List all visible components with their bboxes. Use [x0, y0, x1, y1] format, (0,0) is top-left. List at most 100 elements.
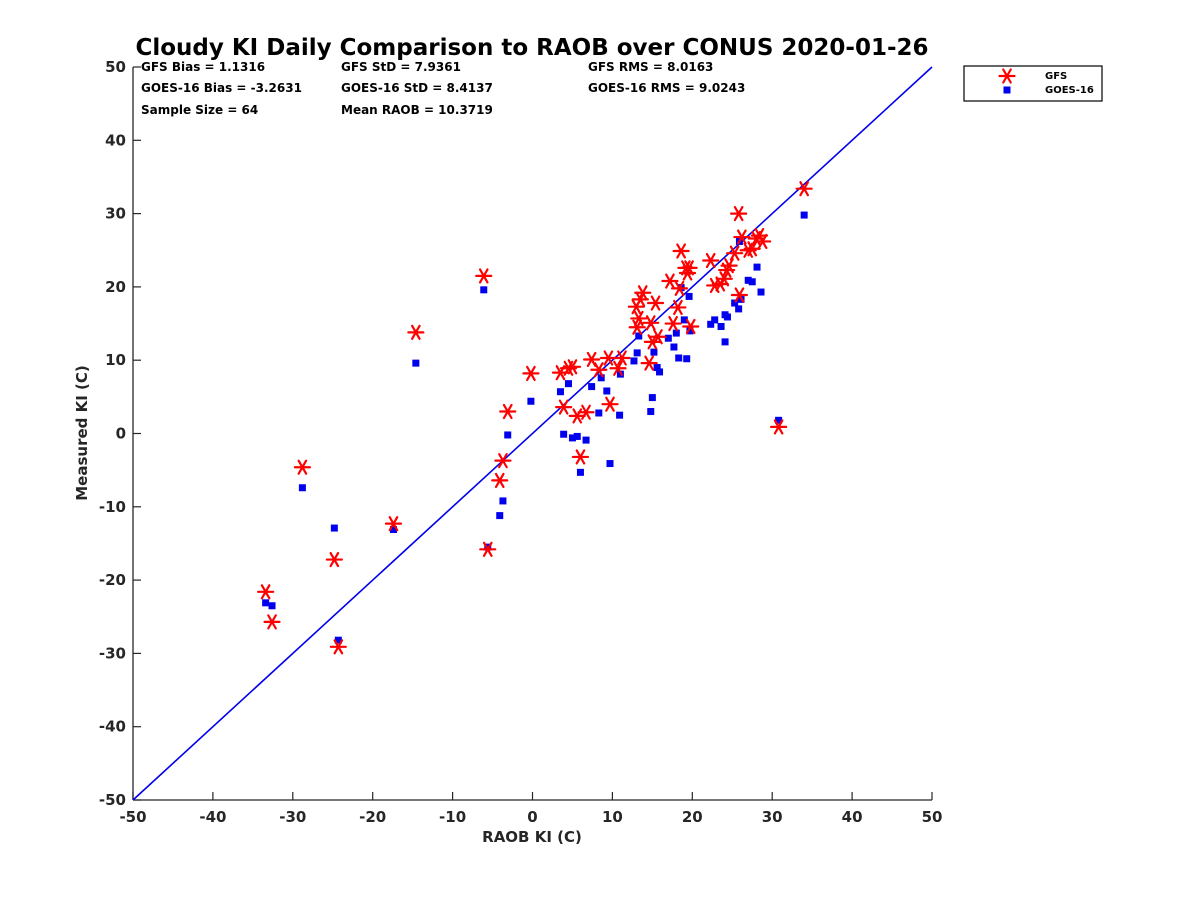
- gfs-point: [730, 287, 749, 303]
- gfs-point: [642, 315, 660, 331]
- y-axis-title: Measured KI (C): [73, 365, 91, 501]
- gfs-point: [577, 404, 595, 420]
- x-tick-label: 10: [602, 808, 623, 826]
- gfs-point: [479, 541, 497, 557]
- gfs-point: [670, 280, 689, 296]
- gfs-point: [649, 329, 667, 345]
- goes16-point: [650, 348, 658, 356]
- gfs-point: [613, 350, 631, 366]
- goes16-point: [731, 299, 739, 307]
- goes16-point: [753, 263, 761, 271]
- y-tick-label: -30: [99, 644, 126, 662]
- x-tick-label: 40: [842, 808, 863, 826]
- goes16-point: [588, 383, 596, 391]
- goes16-point: [635, 332, 643, 340]
- goes16-point: [480, 286, 488, 294]
- goes16-point: [744, 276, 752, 284]
- stat-text: GFS StD = 7.9361: [341, 60, 461, 74]
- goes16-point: [675, 354, 683, 362]
- gfs-point: [682, 318, 700, 335]
- goes16-point: [268, 602, 276, 610]
- y-tick-label: -50: [99, 791, 126, 809]
- gfs-point: [733, 229, 751, 245]
- gfs-point: [754, 233, 772, 250]
- goes16-point: [653, 364, 661, 372]
- goes16-point: [656, 368, 664, 376]
- x-tick-label: -50: [119, 808, 146, 826]
- x-axis-title: RAOB KI (C): [482, 828, 582, 846]
- goes16-point: [748, 278, 756, 286]
- goes16-point: [606, 460, 614, 468]
- legend-box: [963, 65, 1103, 102]
- goes16-point: [707, 320, 715, 328]
- goes16-point: [686, 327, 694, 335]
- y-tick-label: -40: [99, 718, 126, 736]
- stat-text: GOES-16 StD = 8.4137: [341, 81, 493, 95]
- gfs-point: [680, 260, 698, 276]
- stat-text: Sample Size = 64: [141, 103, 258, 117]
- x-tick-label: 30: [762, 808, 783, 826]
- gfs-point: [795, 181, 813, 197]
- gfs-point: [522, 365, 540, 381]
- y-tick-label: -20: [99, 571, 126, 589]
- gfs-series: [257, 181, 813, 655]
- goes16-point: [800, 211, 808, 219]
- legend-gfs-marker: [998, 68, 1016, 84]
- gfs-point: [329, 639, 347, 655]
- goes16-point: [568, 434, 576, 442]
- goes16-point: [630, 357, 638, 365]
- goes16-point: [670, 343, 678, 351]
- gfs-marker-glyph: [998, 68, 1016, 84]
- gfs-point: [702, 252, 720, 269]
- goes16-point: [775, 416, 783, 424]
- gfs-point: [672, 243, 690, 259]
- gfs-point: [634, 285, 652, 301]
- goes16-point: [504, 431, 512, 439]
- gfs-point: [499, 403, 517, 420]
- legend-goes16-label: GOES-16: [1045, 85, 1094, 96]
- goes16-point: [683, 355, 691, 363]
- gfs-point: [743, 241, 761, 257]
- y-tick-label: -10: [99, 498, 126, 516]
- goes16-point: [330, 524, 338, 532]
- goes16-point: [499, 497, 507, 505]
- goes16-point: [648, 394, 656, 402]
- goes16-marker-glyph: [1003, 86, 1011, 94]
- gfs-point: [325, 551, 343, 568]
- goes16-point: [573, 432, 581, 440]
- x-tick-label: -10: [439, 808, 466, 826]
- x-tick-label: 50: [922, 808, 943, 826]
- y-tick-label: 50: [105, 58, 126, 76]
- gfs-point: [257, 584, 275, 600]
- gfs-point: [726, 245, 744, 261]
- stat-text: GFS Bias = 1.1316: [141, 60, 265, 74]
- gfs-point: [590, 362, 608, 378]
- goes16-point: [711, 316, 719, 324]
- goes16-point: [298, 484, 306, 492]
- gfs-point: [669, 299, 687, 316]
- chart-title: Cloudy KI Daily Comparison to RAOB over …: [135, 35, 928, 61]
- gfs-point: [720, 258, 738, 274]
- gfs-point: [563, 359, 582, 375]
- goes16-point: [389, 526, 397, 534]
- gfs-point: [609, 360, 627, 376]
- stat-text: GFS RMS = 8.0163: [588, 60, 713, 74]
- goes16-point: [412, 359, 420, 367]
- gfs-point: [646, 295, 665, 311]
- gfs-point: [730, 206, 748, 222]
- gfs-point: [475, 268, 493, 284]
- goes16-point: [664, 334, 672, 342]
- y-tick-label: 10: [105, 351, 126, 369]
- gfs-point: [628, 319, 646, 335]
- stat-text: Mean RAOB = 10.3719: [341, 103, 493, 117]
- goes16-point: [496, 512, 504, 520]
- gfs-point: [571, 449, 590, 465]
- gfs-point: [491, 472, 509, 489]
- goes16-point: [633, 349, 641, 357]
- goes16-point: [582, 436, 590, 444]
- gfs-point: [661, 273, 679, 289]
- legend-goes16-marker: [1003, 86, 1011, 94]
- goes16-point: [685, 292, 693, 300]
